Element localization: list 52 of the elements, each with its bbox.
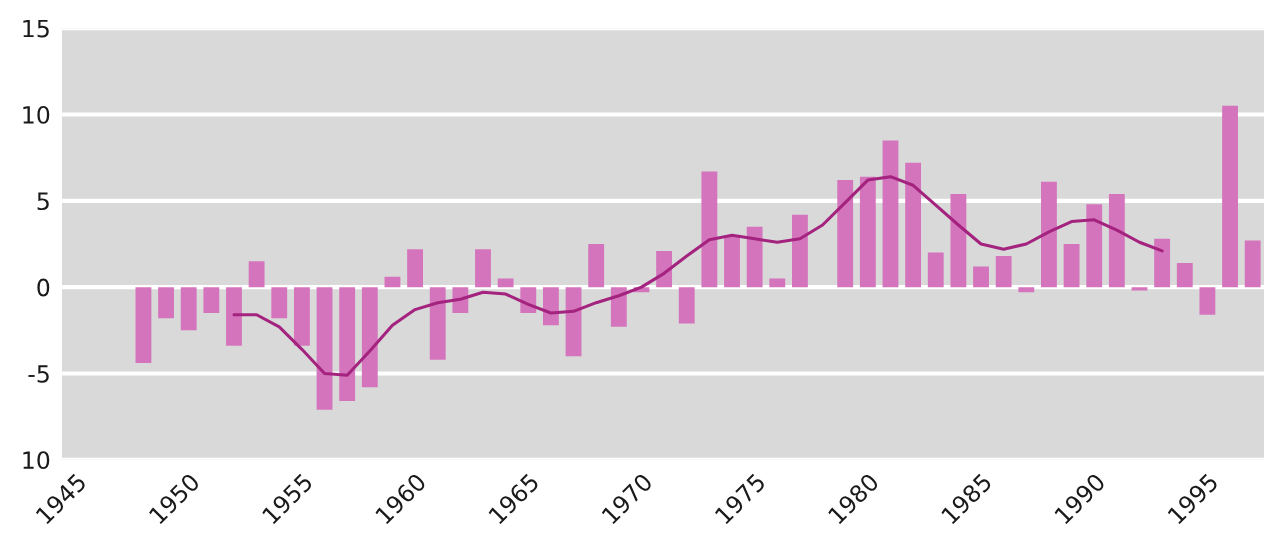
- bar: [226, 287, 242, 346]
- bar: [724, 237, 740, 288]
- bar: [837, 180, 854, 288]
- bar: [973, 266, 989, 288]
- bar: [1063, 243, 1080, 288]
- bar: [1131, 287, 1148, 291]
- y-tick-label: 0: [37, 278, 50, 297]
- bar: [1108, 193, 1125, 288]
- y-tick-label: 10: [23, 105, 50, 124]
- bar: [497, 278, 514, 288]
- bar: [859, 176, 876, 288]
- bar: [769, 278, 786, 288]
- bar: [407, 249, 424, 288]
- y-tick-label: 15: [23, 19, 49, 38]
- bar: [1176, 262, 1193, 288]
- y-tick-label: -5: [28, 365, 49, 383]
- bar: [1199, 287, 1216, 315]
- bar: [339, 287, 356, 402]
- bar: [882, 140, 899, 288]
- bar: [610, 287, 627, 327]
- bar: [950, 193, 967, 288]
- bar: [248, 261, 265, 288]
- bar: [905, 162, 922, 288]
- bar: [542, 287, 559, 326]
- bar: [361, 287, 378, 388]
- bar: [678, 287, 695, 324]
- bar: [475, 249, 491, 288]
- bar: [565, 287, 582, 357]
- bar: [429, 287, 446, 360]
- bar: [203, 287, 220, 314]
- bar: [1222, 105, 1238, 288]
- bar: [135, 287, 152, 364]
- bar: [995, 256, 1012, 288]
- bar: [293, 287, 310, 346]
- bar: [701, 171, 718, 288]
- line-series: [232, 175, 1164, 377]
- bar: [180, 287, 197, 331]
- bar: [792, 214, 808, 288]
- bar: [1041, 181, 1057, 288]
- bar: [158, 287, 174, 319]
- y-tick-label: 10: [23, 451, 50, 470]
- bar: [1244, 240, 1261, 288]
- y-tick-label: 5: [37, 192, 49, 211]
- bar: [384, 276, 401, 288]
- bar: [588, 243, 605, 288]
- bar: [316, 287, 333, 410]
- bar: [1018, 287, 1035, 293]
- bar: [927, 252, 944, 288]
- bar: [1154, 238, 1171, 288]
- bar: [746, 226, 763, 288]
- bar: [271, 287, 288, 319]
- bar: [1086, 204, 1103, 288]
